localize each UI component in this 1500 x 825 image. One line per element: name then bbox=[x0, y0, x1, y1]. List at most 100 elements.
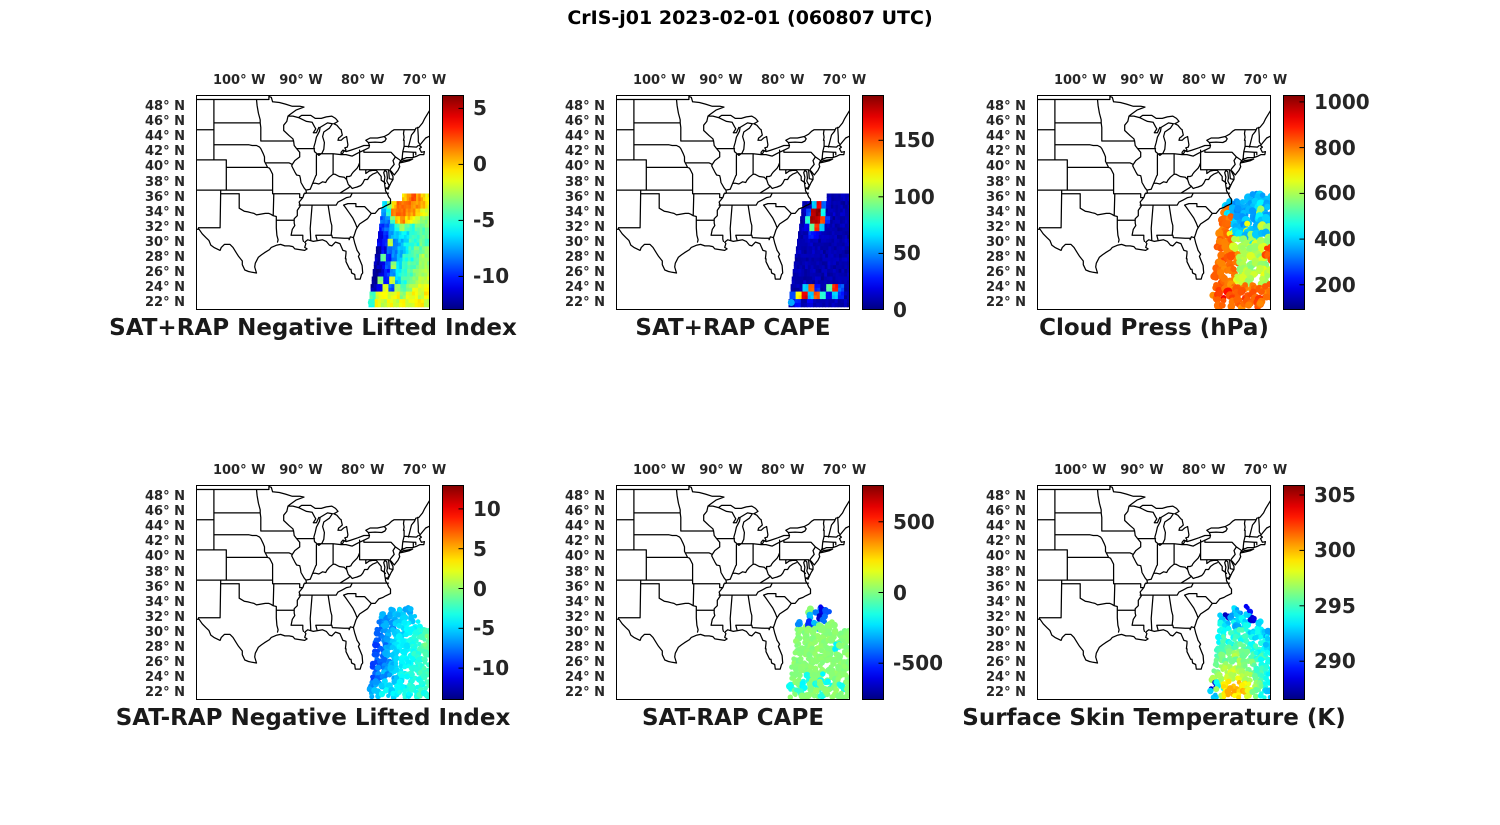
panel-title: SAT-RAP CAPE bbox=[641, 705, 825, 731]
lat-tick-label: 34° N bbox=[565, 594, 605, 610]
lat-tick-label: 38° N bbox=[145, 174, 185, 190]
colorbar-tick-label: 10 bbox=[473, 496, 501, 521]
map-border bbox=[616, 485, 850, 700]
panel-title: SAT+RAP Negative Lifted Index bbox=[109, 315, 517, 341]
lat-tick-label: 48° N bbox=[986, 99, 1026, 115]
lat-tick-label: 26° N bbox=[986, 655, 1026, 671]
lat-tick-label: 36° N bbox=[145, 189, 185, 205]
lat-tick-label: 24° N bbox=[565, 280, 605, 296]
lon-tick-label: 100° W bbox=[632, 463, 686, 478]
panel-title: Surface Skin Temperature (K) bbox=[962, 705, 1346, 731]
lat-tick-label: 48° N bbox=[145, 489, 185, 505]
colorbar bbox=[442, 485, 464, 700]
colorbar-tick-label: 290 bbox=[1314, 649, 1356, 674]
lat-tick-label: 26° N bbox=[145, 265, 185, 281]
colorbar-tick-label: -10 bbox=[473, 656, 510, 681]
lat-tick-label: 36° N bbox=[986, 189, 1026, 205]
lat-tick-label: 38° N bbox=[986, 174, 1026, 190]
lat-tick-label: 40° N bbox=[565, 549, 605, 565]
lon-tick-label: 90° W bbox=[279, 463, 323, 478]
map-panel-5 bbox=[616, 485, 850, 700]
lon-tick-label: 100° W bbox=[212, 463, 266, 478]
lon-tick-label: 80° W bbox=[760, 73, 805, 88]
lon-tick-label: 80° W bbox=[1181, 463, 1226, 478]
colorbar-border bbox=[1283, 95, 1305, 310]
colorbar-border bbox=[1283, 485, 1305, 700]
lat-tick-label: 38° N bbox=[986, 564, 1026, 580]
lat-tick-label: 34° N bbox=[565, 204, 605, 220]
lat-tick-label: 42° N bbox=[565, 144, 605, 160]
lat-tick-label: 24° N bbox=[145, 280, 185, 296]
map-panel-2 bbox=[616, 95, 850, 310]
colorbar-tick-label: -10 bbox=[473, 264, 510, 289]
satellite-swath bbox=[1207, 603, 1271, 700]
colorbar-border bbox=[442, 485, 464, 700]
lat-tick-label: 48° N bbox=[565, 489, 605, 505]
lat-tick-label: 26° N bbox=[565, 655, 605, 671]
lat-tick-label: 36° N bbox=[565, 579, 605, 595]
colorbar bbox=[1283, 95, 1305, 310]
lat-tick-label: 32° N bbox=[565, 219, 605, 235]
lat-tick-label: 24° N bbox=[986, 280, 1026, 296]
lat-tick-label: 26° N bbox=[565, 265, 605, 281]
map-panel-1 bbox=[196, 95, 430, 310]
colorbar bbox=[1283, 485, 1305, 700]
colorbar bbox=[862, 95, 884, 310]
lon-tick-label: 70° W bbox=[822, 73, 867, 88]
colorbar-gradient bbox=[1283, 485, 1305, 700]
colorbar-gradient bbox=[1283, 95, 1305, 310]
colorbar-tick-label: 1000 bbox=[1314, 89, 1370, 114]
satellite-swath bbox=[366, 605, 430, 700]
lon-tick-label: 80° W bbox=[340, 463, 385, 478]
lat-tick-label: 46° N bbox=[986, 504, 1026, 520]
lat-tick-label: 30° N bbox=[145, 624, 185, 640]
colorbar-tick-label: 0 bbox=[893, 580, 907, 605]
lat-tick-label: 48° N bbox=[986, 489, 1026, 505]
colorbar-tick-label: 305 bbox=[1314, 482, 1356, 507]
colorbar-tick-label: 0 bbox=[473, 152, 487, 177]
lon-tick-label: 100° W bbox=[632, 73, 686, 88]
colorbar-tick-label: -5 bbox=[473, 616, 496, 641]
colorbar-tick-label: 295 bbox=[1314, 593, 1356, 618]
map-border bbox=[196, 95, 430, 310]
colorbar-gradient bbox=[442, 95, 464, 310]
map-panel-3 bbox=[1037, 95, 1271, 310]
lat-tick-label: 22° N bbox=[145, 295, 185, 311]
lat-tick-label: 40° N bbox=[986, 549, 1026, 565]
lat-tick-label: 46° N bbox=[145, 504, 185, 520]
lon-tick-label: 90° W bbox=[279, 73, 323, 88]
lat-tick-label: 30° N bbox=[986, 234, 1026, 250]
lat-tick-label: 46° N bbox=[565, 504, 605, 520]
lat-tick-label: 42° N bbox=[986, 534, 1026, 550]
colorbar-tick-label: 600 bbox=[1314, 181, 1356, 206]
colorbar-tick-label: 0 bbox=[893, 298, 907, 322]
lat-tick-label: 44° N bbox=[565, 519, 605, 535]
lat-tick-label: 42° N bbox=[145, 144, 185, 160]
lon-tick-label: 100° W bbox=[1053, 463, 1107, 478]
lon-tick-label: 100° W bbox=[1053, 73, 1107, 88]
lat-tick-label: 34° N bbox=[145, 204, 185, 220]
lat-tick-label: 22° N bbox=[565, 685, 605, 701]
lat-tick-label: 22° N bbox=[565, 295, 605, 311]
lat-tick-label: 28° N bbox=[145, 639, 185, 655]
us-state-boundaries bbox=[196, 95, 430, 280]
lon-tick-label: 100° W bbox=[212, 73, 266, 88]
lat-tick-label: 34° N bbox=[145, 594, 185, 610]
lat-tick-label: 38° N bbox=[565, 174, 605, 190]
map-border bbox=[196, 485, 430, 700]
colorbar-tick-label: 300 bbox=[1314, 538, 1356, 563]
lat-tick-label: 30° N bbox=[145, 234, 185, 250]
lat-tick-label: 28° N bbox=[145, 249, 185, 265]
satellite-swath bbox=[1209, 190, 1271, 310]
lat-tick-label: 46° N bbox=[986, 114, 1026, 130]
lat-tick-label: 26° N bbox=[986, 265, 1026, 281]
lat-tick-label: 36° N bbox=[565, 189, 605, 205]
colorbar bbox=[442, 95, 464, 310]
lat-tick-label: 42° N bbox=[565, 534, 605, 550]
lon-tick-label: 80° W bbox=[1181, 73, 1226, 88]
lat-tick-label: 40° N bbox=[145, 549, 185, 565]
lat-tick-label: 32° N bbox=[145, 609, 185, 625]
satellite-swath bbox=[367, 193, 430, 308]
colorbar-gradient bbox=[442, 485, 464, 700]
